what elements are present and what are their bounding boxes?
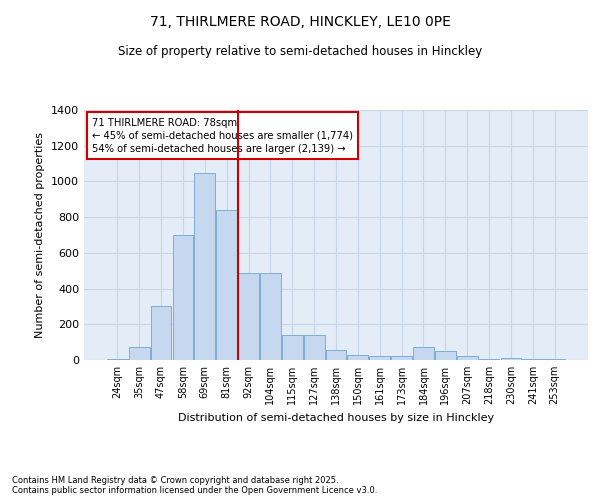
Bar	[129, 346, 149, 360]
Bar	[435, 351, 456, 360]
Bar	[304, 335, 325, 360]
Text: Contains HM Land Registry data © Crown copyright and database right 2025.
Contai: Contains HM Land Registry data © Crown c…	[12, 476, 377, 495]
Bar	[260, 272, 281, 360]
Bar	[173, 235, 193, 360]
Bar	[326, 350, 346, 360]
Bar	[347, 354, 368, 360]
Bar	[238, 272, 259, 360]
Bar	[151, 306, 172, 360]
Text: 71 THIRLMERE ROAD: 78sqm
← 45% of semi-detached houses are smaller (1,774)
54% o: 71 THIRLMERE ROAD: 78sqm ← 45% of semi-d…	[92, 118, 353, 154]
Bar	[282, 335, 302, 360]
Bar	[391, 356, 412, 360]
Bar	[370, 356, 390, 360]
Bar	[457, 356, 478, 360]
Bar	[216, 210, 237, 360]
Bar	[194, 172, 215, 360]
Bar	[500, 358, 521, 360]
Bar	[107, 359, 128, 360]
X-axis label: Distribution of semi-detached houses by size in Hinckley: Distribution of semi-detached houses by …	[178, 412, 494, 422]
Bar	[479, 358, 499, 360]
Bar	[413, 346, 434, 360]
Y-axis label: Number of semi-detached properties: Number of semi-detached properties	[35, 132, 46, 338]
Text: 71, THIRLMERE ROAD, HINCKLEY, LE10 0PE: 71, THIRLMERE ROAD, HINCKLEY, LE10 0PE	[149, 15, 451, 29]
Text: Size of property relative to semi-detached houses in Hinckley: Size of property relative to semi-detach…	[118, 45, 482, 58]
